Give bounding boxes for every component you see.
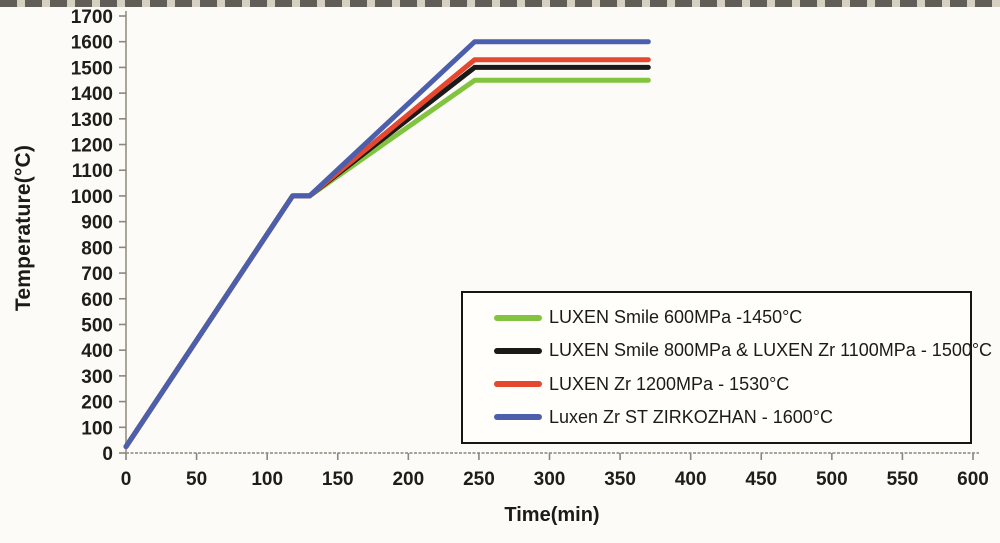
legend-swatch	[494, 347, 542, 354]
scan-edge-artifact	[0, 0, 1000, 7]
y-tick-label: 800	[81, 238, 113, 259]
legend-swatch	[494, 314, 542, 321]
y-tick-label: 700	[81, 264, 113, 285]
x-tick-label: 550	[887, 469, 919, 490]
y-tick-label: 900	[81, 213, 113, 234]
y-tick-label: 1200	[71, 136, 113, 157]
x-tick-label: 500	[816, 469, 848, 490]
y-tick-label: 1700	[71, 7, 113, 28]
y-axis-title: Temperature(°C)	[12, 144, 35, 312]
y-tick-label: 200	[81, 393, 113, 414]
y-tick-label: 1000	[71, 187, 113, 208]
x-tick-label: 200	[392, 469, 424, 490]
x-axis-title: Time(min)	[504, 504, 600, 526]
x-tick-label: 300	[534, 469, 566, 490]
x-tick-label: 0	[121, 469, 132, 490]
y-tick-label: 1300	[71, 110, 113, 131]
x-tick-label: 600	[957, 469, 989, 490]
x-tick-label: 450	[745, 469, 777, 490]
x-tick-label: 100	[251, 469, 283, 490]
y-tick-label: 500	[81, 315, 113, 336]
y-tick-label: 100	[81, 418, 113, 439]
legend-swatch	[494, 414, 542, 421]
legend-label: LUXEN Smile 800MPa & LUXEN Zr 1100MPa - …	[549, 340, 993, 361]
legend-label: LUXEN Zr 1200MPa - 1530°C	[549, 373, 790, 394]
y-tick-label: 1600	[71, 33, 113, 54]
y-tick-label: 1100	[72, 161, 113, 182]
legend-item: LUXEN Smile 600MPa -1450°C	[494, 307, 966, 328]
y-tick-label: 0	[102, 444, 113, 465]
y-tick-label: 1500	[71, 58, 113, 79]
x-tick-label: 150	[322, 469, 354, 490]
x-tick-label: 250	[463, 469, 495, 490]
y-tick-label: 600	[81, 290, 113, 311]
legend-label: Luxen Zr ST ZIRKOZHAN - 1600°C	[549, 406, 833, 427]
x-tick-label: 50	[186, 469, 207, 490]
y-tick-label: 400	[81, 341, 113, 362]
legend-box: LUXEN Smile 600MPa -1450°C LUXEN Smile 80…	[461, 291, 992, 444]
legend-label: LUXEN Smile 600MPa -1450°C	[549, 307, 803, 328]
x-tick-label: 350	[604, 469, 636, 490]
y-tick-label: 1400	[71, 84, 113, 105]
legend-item: LUXEN Smile 800MPa & LUXEN Zr 1100MPa - …	[494, 340, 992, 361]
y-tick-label: 300	[81, 367, 113, 388]
series-line-3	[123, 39, 651, 450]
legend-item: Luxen Zr ST ZIRKOZHAN - 1600°C	[494, 407, 966, 428]
x-tick-label: 400	[675, 469, 707, 490]
legend-item: LUXEN Zr 1200MPa - 1530°C	[494, 374, 966, 395]
legend-swatch	[494, 381, 542, 388]
